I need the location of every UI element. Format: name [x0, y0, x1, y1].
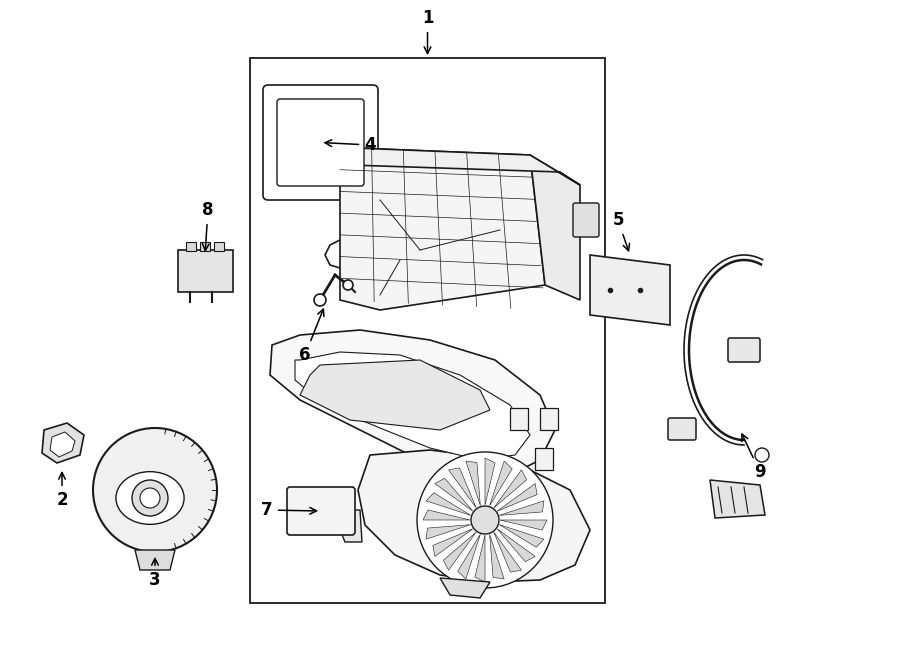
Polygon shape: [500, 525, 544, 547]
Polygon shape: [458, 534, 481, 579]
Circle shape: [140, 488, 160, 508]
Polygon shape: [338, 510, 362, 542]
Bar: [200, 242, 210, 251]
Polygon shape: [494, 470, 526, 508]
Circle shape: [755, 448, 769, 462]
Polygon shape: [426, 525, 471, 539]
Polygon shape: [530, 155, 580, 300]
Polygon shape: [423, 510, 470, 520]
Text: 5: 5: [612, 211, 629, 251]
Polygon shape: [340, 148, 580, 185]
Text: 9: 9: [742, 434, 766, 481]
Bar: [535, 448, 553, 470]
Text: 8: 8: [202, 201, 214, 251]
Polygon shape: [42, 423, 84, 463]
Circle shape: [343, 280, 353, 290]
Text: 7: 7: [261, 501, 317, 519]
Bar: [214, 242, 224, 251]
Polygon shape: [590, 255, 670, 325]
Polygon shape: [475, 535, 485, 582]
Polygon shape: [490, 534, 504, 579]
Polygon shape: [500, 520, 547, 530]
Text: 3: 3: [149, 559, 161, 589]
FancyBboxPatch shape: [573, 203, 599, 237]
Circle shape: [471, 506, 499, 534]
Bar: [186, 242, 196, 251]
Polygon shape: [340, 148, 545, 310]
FancyBboxPatch shape: [277, 99, 364, 186]
Text: 2: 2: [56, 473, 68, 509]
Circle shape: [417, 452, 553, 588]
Polygon shape: [710, 480, 765, 518]
Polygon shape: [466, 461, 481, 506]
Text: 4: 4: [325, 136, 376, 154]
Polygon shape: [295, 352, 530, 460]
Polygon shape: [358, 450, 590, 582]
Polygon shape: [270, 330, 555, 475]
Polygon shape: [448, 468, 476, 508]
Bar: [250, 58, 605, 603]
Bar: [178, 250, 233, 292]
Polygon shape: [50, 432, 75, 457]
FancyBboxPatch shape: [728, 338, 760, 362]
Polygon shape: [485, 458, 495, 505]
Bar: [510, 408, 528, 430]
Polygon shape: [300, 360, 490, 430]
Polygon shape: [426, 492, 471, 516]
Polygon shape: [435, 479, 472, 511]
FancyBboxPatch shape: [263, 85, 378, 200]
Polygon shape: [440, 578, 490, 598]
Polygon shape: [490, 461, 512, 506]
Ellipse shape: [116, 472, 184, 524]
Circle shape: [132, 480, 168, 516]
FancyBboxPatch shape: [287, 487, 355, 535]
Polygon shape: [500, 501, 544, 516]
Polygon shape: [494, 532, 521, 572]
Polygon shape: [433, 529, 472, 557]
Circle shape: [93, 428, 217, 552]
FancyBboxPatch shape: [668, 418, 696, 440]
Text: 6: 6: [299, 309, 324, 364]
Polygon shape: [497, 529, 536, 562]
Polygon shape: [497, 484, 537, 511]
Polygon shape: [135, 550, 175, 570]
Polygon shape: [444, 532, 476, 570]
Bar: [540, 408, 558, 430]
Text: 1: 1: [422, 9, 433, 54]
Circle shape: [314, 294, 326, 306]
